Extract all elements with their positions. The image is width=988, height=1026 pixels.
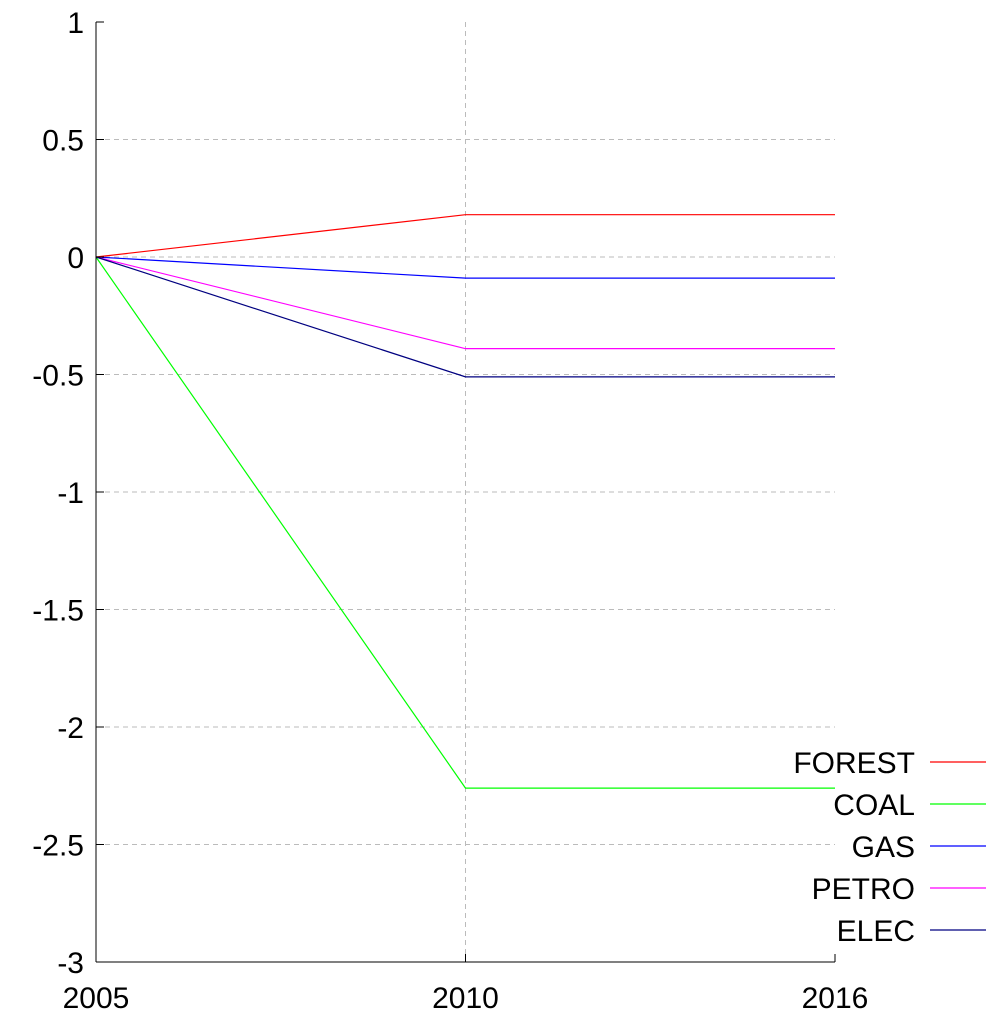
y-tick-label: 1	[67, 7, 84, 40]
y-tick-label: 0	[67, 242, 84, 275]
y-tick-label: -3	[57, 947, 84, 980]
series-line-petro	[95, 256, 835, 350]
series-line-forest	[95, 214, 835, 258]
y-tick-label: -2.5	[32, 830, 84, 863]
series-lines	[95, 214, 835, 789]
series-line-elec	[95, 256, 835, 378]
legend-label-coal: COAL	[833, 789, 915, 822]
x-tick-label: 2010	[432, 982, 499, 1015]
y-tick-label: -2	[57, 712, 84, 745]
y-tick-label: -1	[57, 477, 84, 510]
series-line-gas	[95, 256, 835, 279]
y-tick-label: 0.5	[42, 125, 84, 158]
legend-label-petro: PETRO	[812, 873, 915, 906]
legend-label-forest: FOREST	[793, 747, 915, 780]
series-line-coal	[95, 256, 835, 789]
y-tick-label: -0.5	[32, 360, 84, 393]
legend-label-gas: GAS	[852, 831, 915, 864]
y-tick-label: -1.5	[32, 595, 84, 628]
legend-label-elec: ELEC	[837, 915, 915, 948]
x-tick-label: 2016	[802, 982, 869, 1015]
x-tick-label: 2005	[63, 982, 130, 1015]
grid	[96, 22, 835, 962]
legend: FOREST COAL GAS PETRO ELEC	[793, 747, 986, 948]
